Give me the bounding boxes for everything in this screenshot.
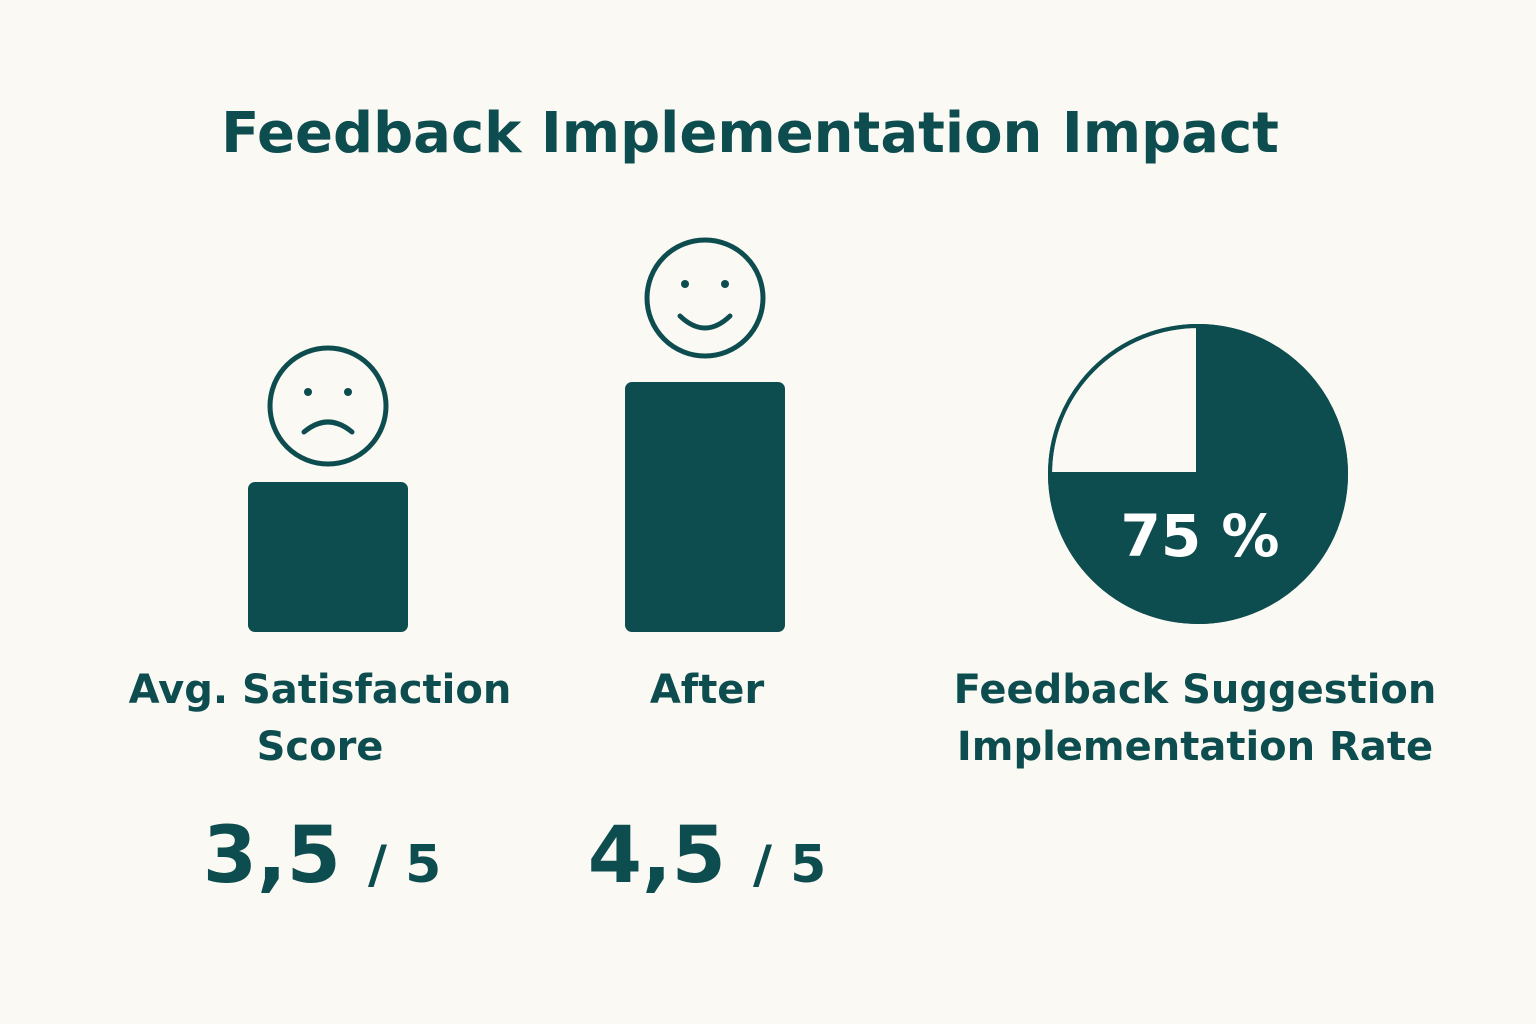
pie-slice (1048, 324, 1200, 476)
value-label: 4,5 / 5 (588, 811, 827, 901)
happy-face (644, 237, 766, 359)
pie-outline (1048, 324, 1348, 624)
bar (625, 382, 785, 632)
pie-title: Feedback Suggestion Implementation Rate (953, 667, 1437, 770)
category-label: Avg. Satisfaction Score (128, 667, 512, 770)
pie-value-label: 75 % (1120, 502, 1279, 570)
sad-face (267, 345, 389, 467)
title: Feedback Implementation Impact (221, 101, 1279, 166)
bar (248, 482, 408, 632)
category-label: After (649, 667, 765, 713)
value-label: 3,5 / 5 (203, 811, 442, 901)
